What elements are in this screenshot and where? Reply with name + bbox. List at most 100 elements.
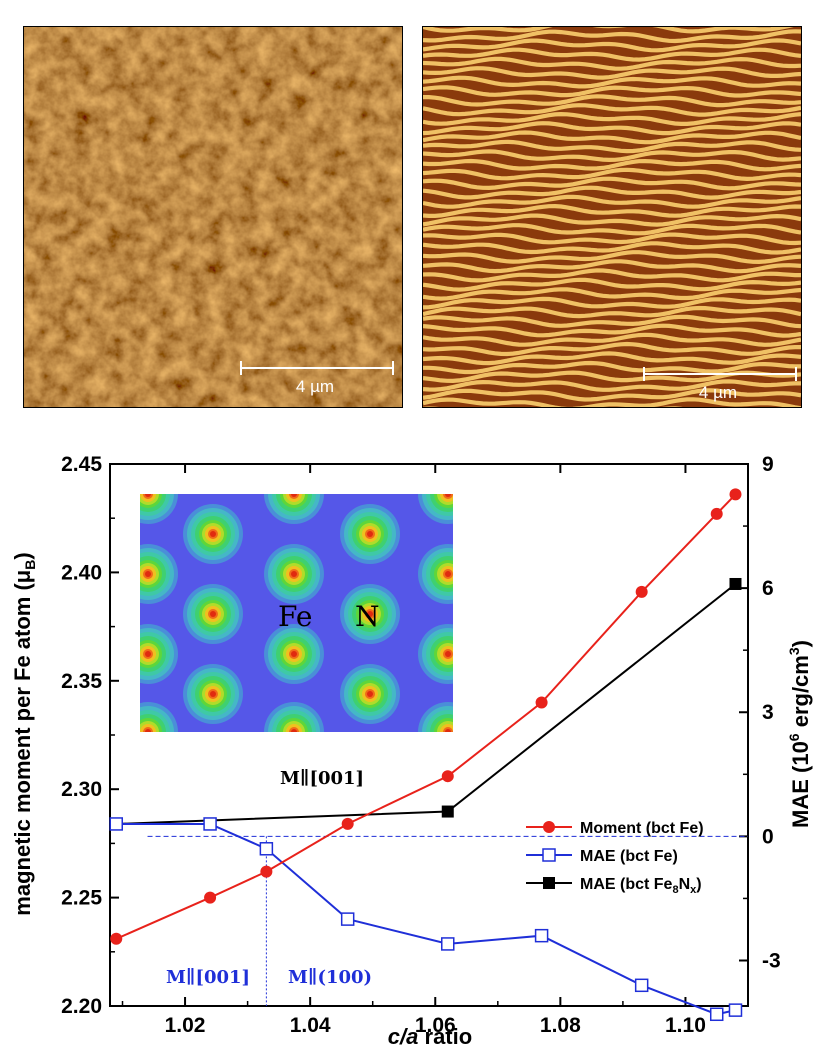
afm-stripe — [423, 296, 801, 310]
inset-density-ring — [145, 729, 151, 732]
y-left-tick-label: 2.30 — [61, 778, 102, 801]
inset-density-ring — [210, 691, 216, 697]
afm-stripe — [423, 323, 801, 338]
legend-label-moment: Moment (bct Fe) — [580, 820, 704, 837]
afm-stripe — [423, 268, 801, 283]
mae-fe8nx-point — [729, 577, 742, 590]
inset-density-ring — [367, 691, 373, 697]
inset-density-ring — [145, 651, 151, 657]
afm-stripe — [423, 139, 801, 154]
afm-stripe — [423, 277, 801, 292]
y-left-tick-label: 2.25 — [61, 887, 102, 910]
afm-stripe — [423, 232, 801, 246]
afm-texture-granular — [24, 27, 402, 407]
legend-label-mae-fe8nx: MAE (bct Fe8Nx) — [580, 876, 702, 896]
afm-stripe — [423, 185, 801, 200]
inset-density-ring — [291, 651, 297, 657]
y-left-tick-label: 2.35 — [61, 670, 102, 693]
afm-stripe — [423, 379, 801, 392]
y-left-tick-label: 2.40 — [61, 561, 102, 584]
afm-stripe — [423, 397, 801, 407]
legend: Moment (bct Fe) MAE (bct Fe) MAE (bct Fe… — [526, 820, 704, 896]
inset-density-ring — [445, 571, 451, 577]
x-axis-label: c/a ratio — [388, 1024, 472, 1049]
mae-fe-point — [728, 1003, 743, 1017]
mae-fe-point — [109, 817, 124, 831]
y-axis-right-label: MAE (106 erg/cm3) — [786, 640, 813, 828]
y-right-tick-label: 9 — [762, 453, 774, 476]
moment-point — [204, 891, 217, 904]
inset-density-ring — [291, 494, 297, 497]
afm-stripe — [423, 341, 801, 357]
inset-density-ring — [291, 571, 297, 577]
afm-stripe — [423, 388, 801, 402]
y-right-tick-label: 0 — [762, 825, 774, 848]
inset-density-ring — [445, 651, 451, 657]
mae-fe-point — [259, 842, 274, 856]
scale-bar-right — [643, 367, 797, 381]
moment-point — [635, 585, 648, 598]
afm-stripe — [423, 360, 801, 375]
annotation-black-m001: M∥[001] — [280, 768, 364, 789]
inset-density-ring — [445, 494, 451, 497]
afm-stripe — [423, 27, 794, 34]
afm-texture-stripes — [423, 27, 801, 407]
y-right-tick-label: 3 — [762, 701, 774, 724]
afm-image-left: 4 µm — [23, 26, 403, 408]
legend-label-mae-fe: MAE (bct Fe) — [580, 848, 678, 865]
moment-point — [441, 770, 454, 783]
afm-stripe — [423, 203, 801, 218]
scale-bar-left — [240, 361, 394, 375]
y-axis-left-label: magnetic moment per Fe atom (μB) — [10, 552, 38, 915]
y-right-tick-label: 6 — [762, 577, 774, 600]
afm-stripe — [423, 241, 801, 255]
moment-point — [341, 817, 354, 830]
moment-point — [535, 696, 548, 709]
afm-stripe — [423, 305, 801, 319]
legend-marker-mae-fe8nx — [543, 877, 555, 889]
afm-stripe — [423, 121, 801, 136]
inset-density-ring — [210, 531, 216, 537]
afm-stripe — [423, 94, 801, 108]
inset-density-ring — [291, 729, 297, 732]
moment-mae-chart: Fe N 1.02 1.04 1.06 1.08 1.10 2.20 2.25 2.30 2.3… — [10, 453, 813, 1049]
x-tick-label: 1.06 — [415, 1014, 456, 1037]
afm-stripe — [423, 213, 801, 227]
moment-point — [710, 507, 723, 520]
afm-stripe — [423, 56, 801, 71]
x-tick-label: 1.10 — [665, 1014, 706, 1037]
y-right-tick-label: -3 — [762, 949, 781, 972]
charge-density-inset: Fe N — [140, 494, 453, 732]
x-tick-label: 1.08 — [540, 1014, 581, 1037]
mae-fe-point — [203, 817, 217, 831]
afm-stripe — [423, 38, 801, 53]
y-left-tick-label: 2.20 — [61, 995, 102, 1018]
mae-fe8nx-point — [441, 805, 454, 818]
afm-stripe — [423, 259, 801, 274]
afm-stripe — [423, 287, 801, 301]
afm-stripe — [423, 47, 801, 62]
inset-density-ring — [145, 571, 151, 577]
afm-stripe — [423, 194, 801, 209]
mae-fe-point — [340, 912, 355, 926]
inset-density-ring — [445, 729, 451, 732]
annotation-blue-m001: M∥[001] — [166, 967, 250, 988]
moment-point — [110, 932, 123, 945]
x-tick-label: 1.04 — [290, 1014, 331, 1037]
y-left-tick-label: 2.45 — [61, 453, 102, 476]
x-tick-label: 1.02 — [165, 1014, 206, 1037]
afm-stripe — [423, 66, 801, 80]
moment-point — [260, 865, 273, 878]
inset-label-n: N — [355, 600, 380, 633]
inset-label-fe: Fe — [278, 600, 312, 633]
afm-stripe — [423, 250, 801, 265]
afm-stripe — [423, 130, 801, 145]
mae-fe-point — [534, 928, 549, 943]
afm-stripe — [423, 351, 801, 366]
afm-stripe — [423, 158, 801, 172]
afm-stripe — [423, 167, 801, 182]
afm-stripe — [423, 29, 801, 44]
afm-stripe — [423, 176, 801, 191]
afm-stripe — [423, 149, 801, 163]
afm-stripe — [423, 111, 801, 126]
